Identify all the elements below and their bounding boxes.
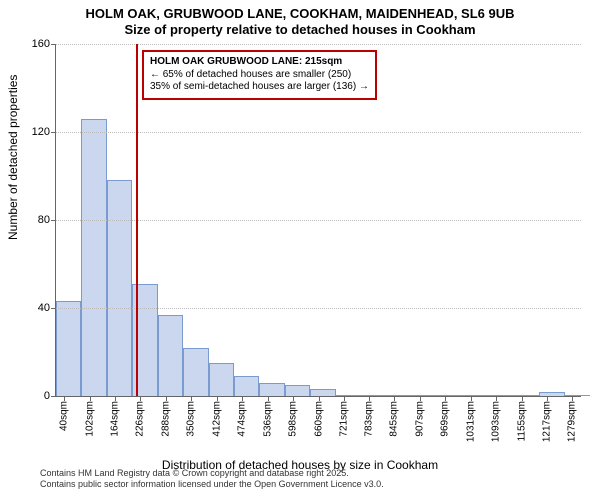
histogram-bar bbox=[387, 395, 412, 396]
x-tick-label: 1031sqm bbox=[465, 401, 476, 442]
x-tick-label: 536sqm bbox=[262, 401, 273, 437]
x-tick-label: 1093sqm bbox=[491, 401, 502, 442]
x-tick-label: 1217sqm bbox=[541, 401, 552, 442]
y-tick-label: 80 bbox=[38, 214, 50, 226]
histogram-bar bbox=[81, 119, 106, 396]
x-tick-label: 1279sqm bbox=[567, 401, 578, 442]
y-tick-label: 120 bbox=[32, 126, 50, 138]
x-tick-label: 907sqm bbox=[414, 401, 425, 437]
x-tick-label: 721sqm bbox=[338, 401, 349, 437]
attribution: Contains HM Land Registry data © Crown c… bbox=[40, 468, 384, 490]
annotation-title: HOLM OAK GRUBWOOD LANE: 215sqm bbox=[150, 56, 369, 69]
gridline bbox=[56, 308, 581, 309]
chart-subtitle: Size of property relative to detached ho… bbox=[0, 22, 600, 37]
histogram-bar bbox=[463, 395, 488, 396]
histogram-bar bbox=[336, 395, 361, 396]
y-tick-label: 0 bbox=[44, 390, 50, 402]
gridline bbox=[56, 132, 581, 133]
histogram-bar bbox=[412, 395, 437, 396]
attribution-line1: Contains HM Land Registry data © Crown c… bbox=[40, 468, 384, 479]
histogram-bar bbox=[437, 395, 462, 396]
chart-container: HOLM OAK, GRUBWOOD LANE, COOKHAM, MAIDEN… bbox=[0, 0, 600, 500]
x-tick-label: 1155sqm bbox=[516, 401, 527, 441]
y-tick-mark bbox=[51, 132, 56, 133]
annotation-line-larger: 35% of semi-detached houses are larger (… bbox=[150, 81, 369, 94]
plot-area: HOLM OAK GRUBWOOD LANE: 215sqm ← 65% of … bbox=[55, 44, 581, 397]
y-tick-label: 160 bbox=[32, 38, 50, 50]
x-tick-label: 845sqm bbox=[389, 401, 400, 437]
y-tick-mark bbox=[51, 44, 56, 45]
histogram-bar bbox=[565, 395, 590, 396]
x-tick-label: 102sqm bbox=[84, 401, 95, 437]
x-tick-label: 164sqm bbox=[110, 401, 121, 437]
histogram-bar bbox=[514, 395, 539, 396]
histogram-bar bbox=[183, 348, 208, 396]
x-tick-label: 783sqm bbox=[363, 401, 374, 437]
annotation-line-smaller: ← 65% of detached houses are smaller (25… bbox=[150, 69, 369, 82]
annotation-box: HOLM OAK GRUBWOOD LANE: 215sqm ← 65% of … bbox=[142, 50, 377, 100]
histogram-bar bbox=[539, 392, 564, 396]
y-tick-mark bbox=[51, 308, 56, 309]
histogram-bar bbox=[158, 315, 183, 396]
x-tick-label: 412sqm bbox=[211, 401, 222, 437]
property-marker-line bbox=[136, 44, 138, 396]
y-tick-label: 40 bbox=[38, 302, 50, 314]
gridline bbox=[56, 44, 581, 45]
x-tick-label: 288sqm bbox=[160, 401, 171, 437]
histogram-bar bbox=[209, 363, 234, 396]
x-tick-label: 40sqm bbox=[59, 401, 70, 431]
x-tick-label: 598sqm bbox=[288, 401, 299, 437]
x-tick-label: 226sqm bbox=[135, 401, 146, 437]
y-tick-mark bbox=[51, 220, 56, 221]
histogram-bar bbox=[310, 389, 335, 396]
y-tick-mark bbox=[51, 396, 56, 397]
histogram-bar bbox=[234, 376, 259, 396]
x-tick-label: 350sqm bbox=[186, 401, 197, 437]
x-tick-label: 660sqm bbox=[313, 401, 324, 437]
histogram-bar bbox=[285, 385, 310, 396]
histogram-bar bbox=[259, 383, 284, 396]
x-tick-label: 474sqm bbox=[237, 401, 248, 437]
histogram-bar bbox=[107, 180, 132, 396]
chart-title: HOLM OAK, GRUBWOOD LANE, COOKHAM, MAIDEN… bbox=[0, 6, 600, 21]
x-tick-label: 969sqm bbox=[440, 401, 451, 437]
histogram-bar bbox=[56, 301, 81, 396]
histogram-bar bbox=[488, 395, 513, 396]
attribution-line2: Contains public sector information licen… bbox=[40, 479, 384, 490]
y-axis-label: Number of detached properties bbox=[6, 75, 20, 240]
gridline bbox=[56, 220, 581, 221]
histogram-bar bbox=[361, 395, 386, 396]
